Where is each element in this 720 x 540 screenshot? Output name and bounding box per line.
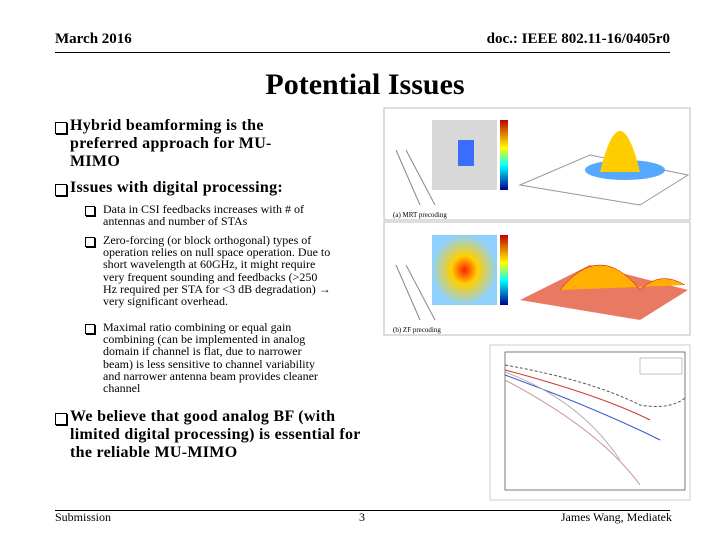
header-doc: doc.: IEEE 802.11-16/0405r0: [486, 31, 670, 47]
sub-bullet-text: very significant overhead.: [103, 294, 228, 308]
sub-bullet-text: antennas and number of STAs: [103, 214, 248, 229]
figure-zf: (b) ZF precoding: [383, 221, 691, 336]
slide-title: Potential Issues: [265, 68, 465, 101]
sub-bullet-text: Hz required per STA for <3 dB degradatio…: [103, 281, 331, 296]
sub-bullet-text: combining (can be implemented in analog: [103, 332, 306, 347]
sub-bullet-text: domain if channel is flat, due to narrow…: [103, 344, 302, 359]
header-date: March 2016: [55, 31, 132, 47]
bullet-text: MIMO: [70, 153, 121, 170]
bullet-text: preferred approach for MU-: [70, 135, 272, 152]
sub-bullet-text: channel: [103, 381, 141, 395]
bullet-text: the reliable MU-MIMO: [70, 444, 238, 461]
sub-bullet-text: Maximal ratio combining or equal gain: [103, 320, 292, 334]
sub-bullet-text: Data in CSI feedbacks increases with # o…: [103, 202, 304, 216]
bullet-text: We believe that good analog BF (with: [70, 408, 336, 425]
bullet-marker: [85, 237, 95, 247]
figure-mrt: (a) MRT precoding: [383, 107, 691, 221]
page-number: 3: [359, 510, 365, 524]
sub-bullet-text: beam) is less sensitive to channel varia…: [103, 356, 315, 371]
footer-left: Submission: [55, 510, 112, 524]
figure-plot: [489, 344, 691, 501]
sub-bullet-text: very frequent sounding and feedbacks (>2…: [103, 269, 318, 284]
bullet-text: Issues with digital processing:: [70, 179, 284, 196]
bullet-text: Hybrid beamforming is the: [70, 117, 264, 134]
bullet-marker: [55, 413, 67, 425]
bullet-text: limited digital processing) is essential…: [70, 426, 361, 443]
figure-caption: (b) ZF precoding: [393, 326, 441, 334]
sub-bullet-text: Zero-forcing (or block orthogonal) types…: [103, 233, 312, 247]
bullet-marker: [85, 206, 95, 216]
figure-caption: (a) MRT precoding: [393, 211, 447, 219]
bullet-marker: [85, 324, 95, 334]
footer-right: James Wang, Mediatek: [560, 510, 672, 524]
sub-bullet-text: and narrower antenna beam provides clean…: [103, 368, 318, 383]
bullet-marker: [55, 184, 67, 196]
sub-bullet-text: operation relies on null space operation…: [103, 245, 331, 260]
footer-rule: [55, 510, 670, 511]
sub-bullet-text: short wavelength at 60GHz, it might requ…: [103, 257, 316, 272]
bullet-marker: [55, 122, 67, 134]
header-rule: [55, 52, 670, 53]
